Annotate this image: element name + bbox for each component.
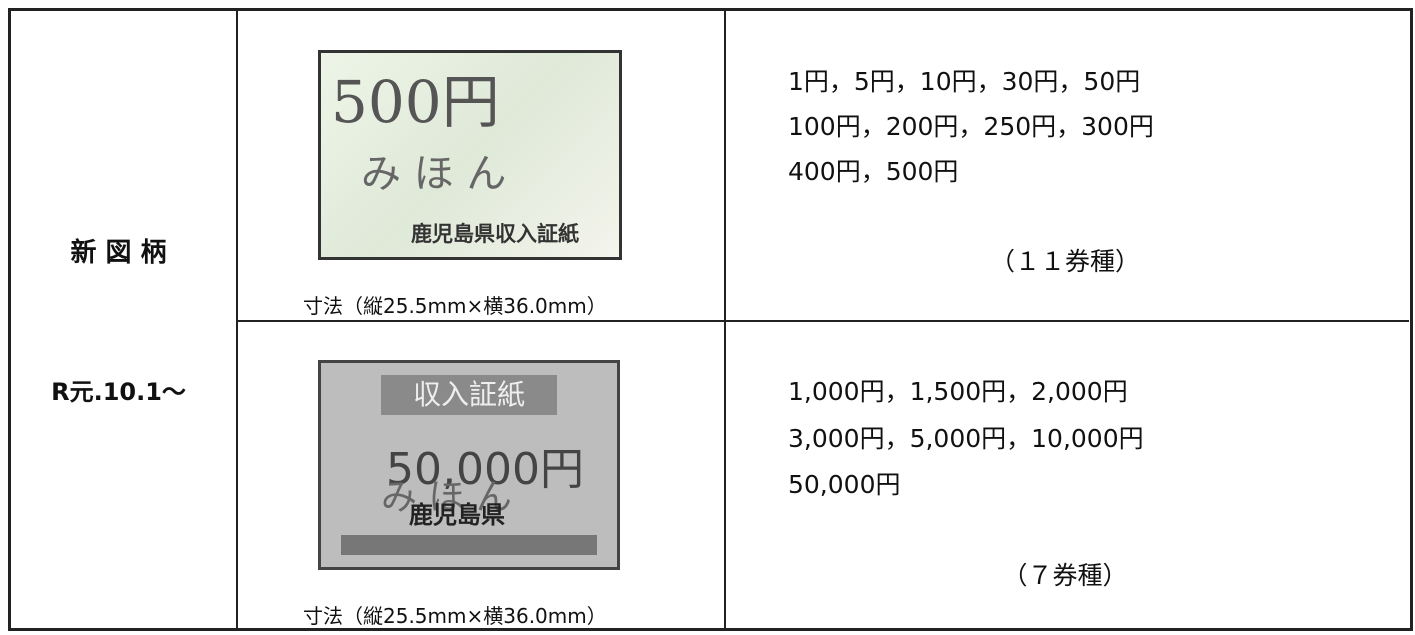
stamp-header: 収入証紙 <box>381 375 557 415</box>
stamp-issuer: 鹿児島県 <box>409 501 505 529</box>
label-title: 新 図 柄 <box>70 238 167 268</box>
divider <box>237 320 1409 322</box>
size-caption: 寸法（縦25.5mm×横36.0mm） <box>303 604 607 628</box>
divider <box>724 8 726 628</box>
size-caption: 寸法（縦25.5mm×横36.0mm） <box>303 294 607 318</box>
denomination-line: 1,000円，1,500円，2,000円 <box>788 377 1128 406</box>
denomination-line: 400円，500円 <box>788 157 959 186</box>
label-date: R元.10.1～ <box>51 378 186 406</box>
stamp-value: 500円 <box>331 68 500 136</box>
count: （１１券種） <box>989 247 1140 276</box>
stamp-value: 50,000円 <box>386 444 584 495</box>
table-border <box>8 8 1413 631</box>
stamp-image: 500円 み ほ ん 鹿児島県収入証紙 <box>318 50 622 260</box>
divider <box>236 8 238 628</box>
count: （７券種） <box>1002 561 1128 590</box>
stamp-image: 収入証紙 50,000円 み ほ ん 鹿児島県 <box>318 360 620 570</box>
stamp-band <box>341 535 597 555</box>
denomination-line: 1円，5円，10円，30円，50円 <box>788 67 1141 96</box>
stamp-sample: み ほ ん <box>361 151 507 197</box>
stamp-sample: み ほ ん <box>381 477 512 518</box>
denomination-line: 50,000円 <box>788 470 901 499</box>
denomination-line: 3,000円，5,000円，10,000円 <box>788 424 1144 453</box>
denomination-line: 100円，200円，250円，300円 <box>788 112 1154 141</box>
stamp-issuer: 鹿児島県収入証紙 <box>411 222 579 246</box>
